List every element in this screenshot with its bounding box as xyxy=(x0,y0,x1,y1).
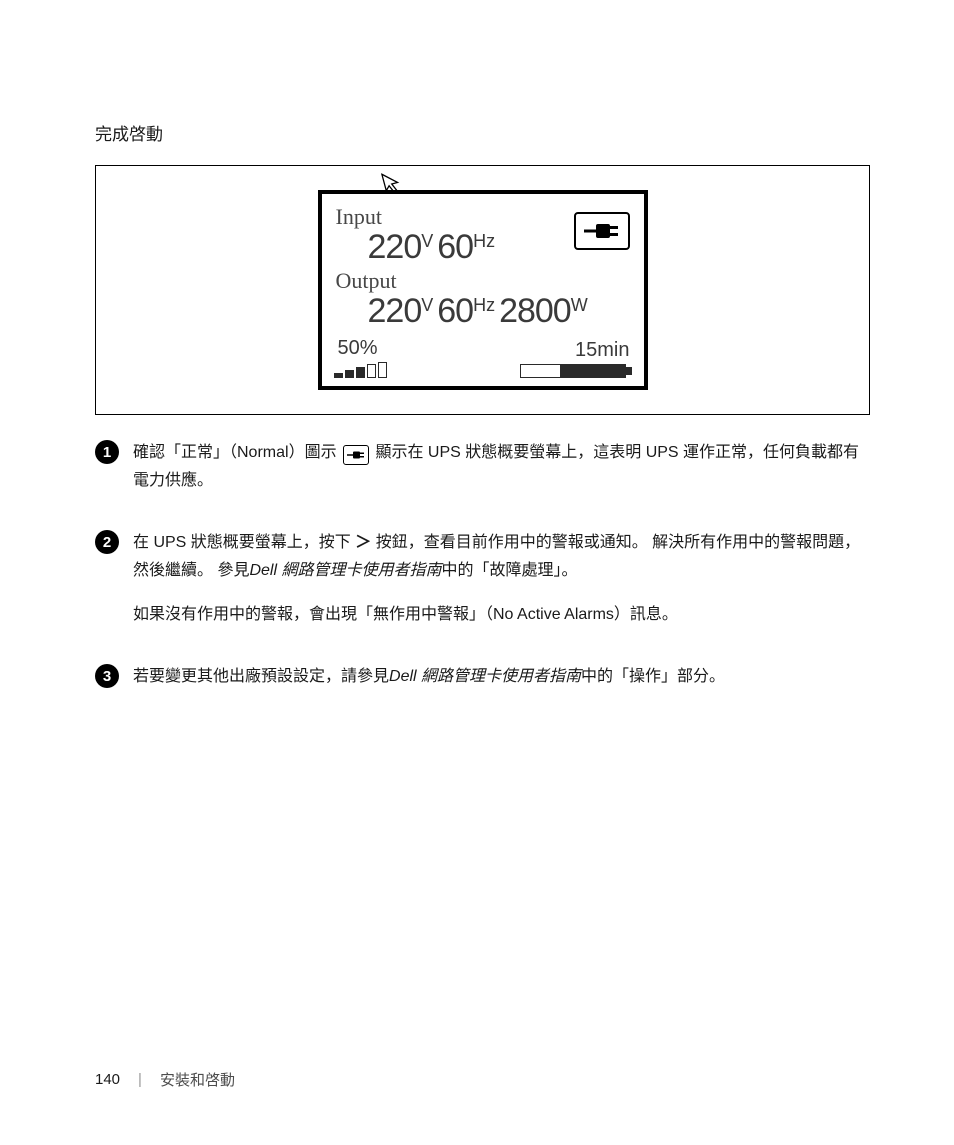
output-hz-unit: Hz xyxy=(473,295,495,315)
input-freq: 60 xyxy=(437,228,473,266)
load-percent: 50% xyxy=(338,337,378,360)
lcd-figure: Input 220V60Hz Output 220V60Hz2800W 50% … xyxy=(95,165,870,415)
battery-block: 15min xyxy=(520,339,632,378)
output-freq: 60 xyxy=(437,292,473,330)
lcd-footer: 50% 15min xyxy=(334,337,632,378)
lcd-output-values: 220V60Hz2800W xyxy=(336,294,630,328)
battery-cap xyxy=(626,367,632,375)
load-block: 50% xyxy=(334,337,387,378)
lcd-output-label: Output xyxy=(336,268,630,294)
step-body: 確認「正常」（Normal）圖示 顯示在 UPS 狀態概要螢幕上，這表明 UPS… xyxy=(133,439,864,511)
output-volts: 220 xyxy=(368,292,422,330)
step-body: 在 UPS 狀態概要螢幕上，按下 ＞ 按鈕，查看目前作用中的警報或通知。 解決所… xyxy=(133,529,864,645)
step-body: 若要變更其他出廠預設設定，請參見Dell 網路管理卡使用者指南中的「操作」部分。 xyxy=(133,663,725,707)
lcd-input-values: 220V60Hz xyxy=(336,230,630,264)
steps-list: 1 確認「正常」（Normal）圖示 顯示在 UPS 狀態概要螢幕上，這表明 UP… xyxy=(95,439,864,707)
doc-ref: Dell 網路管理卡使用者指南 xyxy=(389,668,581,685)
step-bullet: 2 xyxy=(95,530,119,554)
plug-icon-inline xyxy=(343,445,369,465)
section-title: 完成啓動 xyxy=(95,120,864,145)
step-item: 3 若要變更其他出廠預設設定，請參見Dell 網路管理卡使用者指南中的「操作」部分… xyxy=(95,663,864,707)
load-bar-segment xyxy=(356,367,365,378)
output-power: 2800 xyxy=(499,292,571,330)
output-w-unit: W xyxy=(571,295,588,315)
input-volts: 220 xyxy=(368,228,422,266)
chevron-right-icon: ＞ xyxy=(355,534,371,551)
load-bar-segment xyxy=(345,370,354,378)
step-paragraph: 確認「正常」（Normal）圖示 顯示在 UPS 狀態概要螢幕上，這表明 UPS… xyxy=(133,439,864,495)
footer-text: 安裝和啓動 xyxy=(160,1069,235,1090)
lcd-input-label: Input xyxy=(336,204,630,230)
input-v-unit: V xyxy=(421,231,433,251)
footer-separator: | xyxy=(138,1071,142,1088)
step-bullet: 1 xyxy=(95,440,119,464)
step-item: 1 確認「正常」（Normal）圖示 顯示在 UPS 狀態概要螢幕上，這表明 UP… xyxy=(95,439,864,511)
step-bullet: 3 xyxy=(95,664,119,688)
load-bar-segment xyxy=(378,362,387,378)
battery-bar xyxy=(520,364,632,378)
step-paragraph: 在 UPS 狀態概要螢幕上，按下 ＞ 按鈕，查看目前作用中的警報或通知。 解決所… xyxy=(133,529,864,585)
lcd-output-row: Output 220V60Hz2800W xyxy=(336,268,630,328)
load-bars xyxy=(334,362,387,378)
step-paragraph: 如果沒有作用中的警報，會出現「無作用中警報」（No Active Alarms）… xyxy=(133,601,864,629)
battery-fill xyxy=(560,364,626,378)
lcd-input-row: Input 220V60Hz xyxy=(336,204,630,264)
load-bar-segment xyxy=(367,364,376,378)
input-hz-unit: Hz xyxy=(473,231,495,251)
ups-lcd-screen: Input 220V60Hz Output 220V60Hz2800W 50% … xyxy=(318,190,648,390)
page-footer: 140 | 安裝和啓動 xyxy=(95,1069,235,1090)
battery-time: 15min xyxy=(575,339,629,362)
load-bar-segment xyxy=(334,373,343,378)
step-item: 2 在 UPS 狀態概要螢幕上，按下 ＞ 按鈕，查看目前作用中的警報或通知。 解決… xyxy=(95,529,864,645)
doc-ref: Dell 網路管理卡使用者指南 xyxy=(249,562,441,579)
output-v-unit: V xyxy=(421,295,433,315)
step-paragraph: 若要變更其他出廠預設設定，請參見Dell 網路管理卡使用者指南中的「操作」部分。 xyxy=(133,663,725,691)
page-number: 140 xyxy=(95,1071,120,1088)
